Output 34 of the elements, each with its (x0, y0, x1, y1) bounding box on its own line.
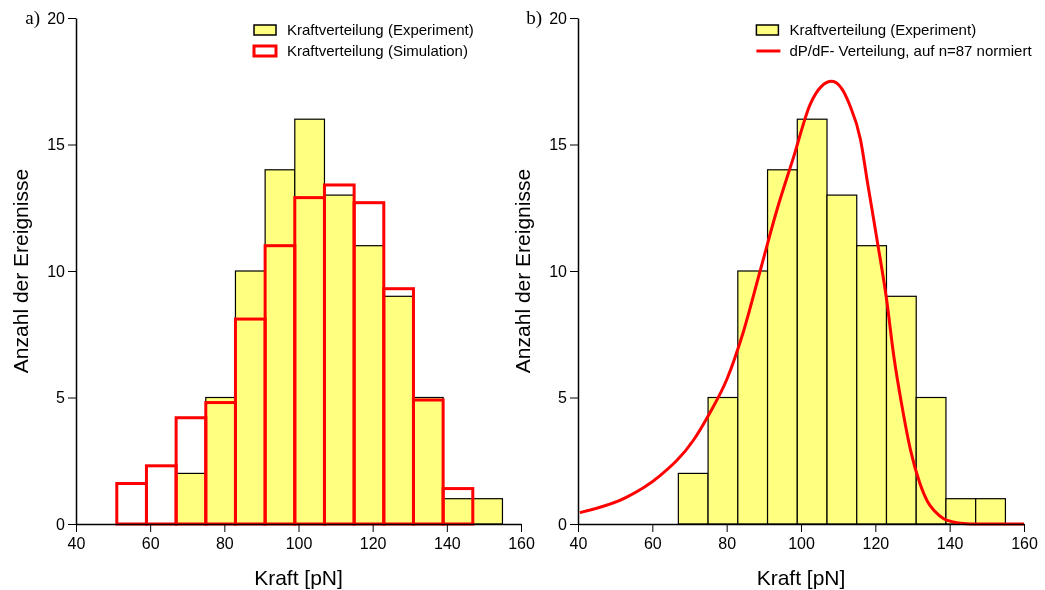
x-tick-label: 100 (788, 535, 815, 553)
y-tick-label: 10 (47, 262, 66, 280)
y-tick-label: 10 (549, 262, 568, 280)
y-tick-label: 20 (47, 9, 66, 27)
y-tick-label: 0 (558, 515, 568, 533)
x-tick-label: 160 (508, 535, 535, 553)
y-axis-title: Anzahl der Ereignisse (511, 168, 534, 374)
x-tick-label: 80 (215, 535, 234, 553)
x-tick-label: 60 (141, 535, 160, 553)
legend-label: Kraftverteilung (Simulation) (287, 42, 468, 59)
legend-label: Kraftverteilung (Experiment) (287, 21, 474, 38)
x-tick-label: 60 (643, 535, 662, 553)
x-tick-label: 120 (359, 535, 387, 553)
x-tick-label: 140 (433, 535, 461, 553)
x-tick-label: 160 (1011, 535, 1038, 553)
x-tick-label: 120 (862, 535, 890, 553)
x-axis-title: Kraft [pN] (756, 566, 846, 589)
legend-label: dP/dF- Verteilung, auf n=87 normiert (789, 42, 1033, 59)
chart-title: b) (526, 7, 542, 29)
y-tick-label: 5 (558, 389, 568, 407)
y-tick-label: 20 (549, 9, 568, 27)
x-tick-label: 100 (285, 535, 313, 553)
x-axis-title: Kraft [pN] (254, 566, 343, 589)
y-tick-label: 15 (549, 136, 568, 154)
x-tick-label: 40 (569, 535, 588, 553)
x-tick-label: 40 (67, 535, 86, 553)
x-tick-label: 80 (718, 535, 737, 553)
chart-title: a) (25, 7, 40, 29)
legend-label: Kraftverteilung (Experiment) (789, 21, 977, 38)
x-tick-label: 140 (936, 535, 964, 553)
y-tick-label: 0 (56, 515, 66, 533)
y-tick-label: 5 (56, 389, 66, 407)
y-tick-label: 15 (47, 136, 66, 154)
y-axis-title: Anzahl der Ereignisse (9, 168, 32, 374)
